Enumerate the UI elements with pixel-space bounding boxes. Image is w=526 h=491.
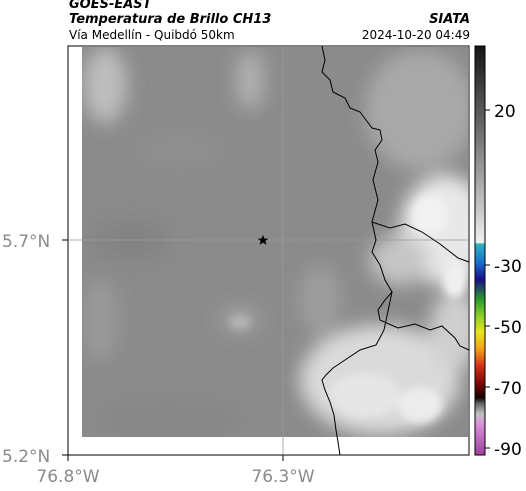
- colorbar-label-1: 20: [494, 102, 516, 122]
- colorbar: [474, 45, 486, 456]
- boundary-line-east: [321, 45, 470, 351]
- lon-label-1: 76.8°W: [36, 467, 99, 487]
- datetime-label: 2024-10-20 04:49: [361, 28, 470, 42]
- colorbar-label-3: -50: [494, 318, 522, 338]
- satellite-title: GOES-EAST: [69, 0, 152, 12]
- star-icon: [257, 235, 269, 245]
- product-title: Temperatura de Brillo CH13: [69, 12, 272, 27]
- boundary-line-north: [371, 221, 470, 263]
- colorbar-label-2: -30: [494, 257, 522, 277]
- region-subtitle: Vía Medellín - Quibdó 50km: [69, 28, 235, 42]
- colorbar-label-5: -90: [494, 440, 522, 460]
- boundary-line-south: [321, 291, 393, 456]
- lat-label-1: 5.7°N: [2, 232, 50, 252]
- organization-label: SIATA: [429, 12, 470, 27]
- lon-label-2: 76.3°W: [251, 467, 314, 487]
- colorbar-label-4: -70: [494, 379, 522, 399]
- brightness-temperature-field: [82, 47, 468, 437]
- lat-label-2: 5.2°N: [2, 447, 50, 467]
